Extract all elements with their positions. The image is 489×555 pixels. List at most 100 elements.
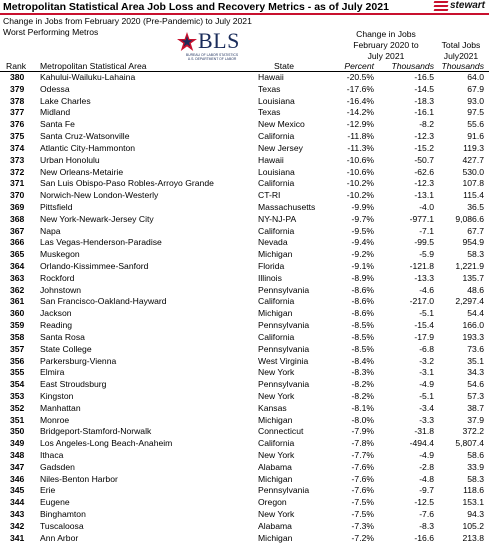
thousands-change-cell: -16.6	[414, 532, 434, 543]
metro-table: 380 Kahului-Wailuku-Lahaina Hawaii -20.5% -1…	[0, 72, 489, 545]
rank-cell: 353	[10, 390, 25, 401]
rank-cell: 371	[10, 178, 25, 189]
rank-cell: 348	[10, 450, 25, 460]
total-jobs-cell: 55.6	[467, 119, 484, 130]
thousands-change-cell: -31.8	[414, 426, 434, 437]
state-cell: New York	[258, 450, 295, 460]
state-cell: Michigan	[258, 473, 293, 484]
total-jobs-cell: 91.6	[467, 131, 484, 142]
table-row: 348 Ithaca New York -7.7% -4.9 58.6	[0, 450, 489, 462]
thousands-change-cell: -14.5	[414, 83, 434, 94]
percent-change-cell: -8.6%	[351, 284, 374, 295]
table-row: 363 Rockford Illinois -8.9% -13.3 135.7	[0, 273, 489, 285]
table-row: 377 Midland Texas -14.2% -16.1 97.5	[0, 107, 489, 119]
percent-change-cell: -10.6%	[346, 154, 374, 165]
thousands-change-cell: -5.9	[419, 249, 434, 260]
thousands-change-cell: -6.8	[419, 343, 434, 354]
metro-cell: Niles-Benton Harbor	[40, 473, 118, 484]
thousands-change-cell: -217.0	[409, 296, 434, 307]
total-jobs-cell: 93.0	[467, 95, 484, 106]
total-jobs-cell: 64.0	[467, 72, 484, 82]
thousands-change-cell: -12.3	[414, 131, 434, 142]
metro-cell: Reading	[40, 320, 73, 331]
total-jobs-cell: 67.9	[467, 83, 484, 94]
change-group-line-1: Change in Jobs	[356, 29, 416, 39]
report-subtitle: Change in Jobs from February 2020 (Pre-P…	[3, 16, 252, 26]
thousands-change-cell: -8.2	[419, 119, 434, 130]
rank-cell: 377	[10, 107, 25, 118]
rank-cell: 375	[10, 131, 25, 142]
percent-change-cell: -7.9%	[351, 426, 374, 437]
metro-cell: Los Angeles-Long Beach-Anaheim	[40, 438, 173, 449]
rank-cell: 342	[10, 520, 25, 531]
rank-cell: 376	[10, 119, 25, 130]
state-cell: Alabama	[258, 461, 292, 472]
col-header-rank: Rank	[6, 61, 27, 71]
metro-cell: Urban Honolulu	[40, 154, 100, 165]
metro-cell: Pittsfield	[40, 201, 73, 212]
thousands-change-cell: -3.3	[419, 414, 434, 425]
table-row: 371 San Luis Obispo-Paso Robles-Arroyo Gr…	[0, 178, 489, 190]
state-cell: Louisiana	[258, 166, 295, 177]
rank-cell: 378	[10, 95, 25, 106]
state-cell: Pennsylvania	[258, 284, 310, 295]
total-jobs-cell: 94.3	[467, 509, 484, 520]
percent-change-cell: -7.8%	[351, 438, 374, 449]
thousands-change-cell: -3.4	[419, 402, 434, 413]
state-cell: New Mexico	[258, 119, 305, 130]
table-row: 375 Santa Cruz-Watsonville California -11.8…	[0, 131, 489, 143]
thousands-change-cell: -13.3	[414, 272, 434, 283]
total-jobs-cell: 954.9	[462, 237, 484, 248]
change-group-line-2: February 2020 to	[353, 40, 419, 50]
total-jobs-cell: 427.7	[462, 154, 484, 165]
metro-cell: New York-Newark-Jersey City	[40, 213, 154, 224]
percent-change-cell: -8.0%	[351, 414, 374, 425]
thousands-change-cell: -13.1	[414, 190, 434, 201]
thousands-change-cell: -16.1	[414, 107, 434, 118]
thousands-change-cell: -5.1	[419, 390, 434, 401]
total-jobs-cell: 118.6	[463, 485, 484, 496]
total-jobs-cell: 38.7	[467, 402, 484, 413]
state-cell: CT-RI	[258, 190, 281, 201]
total-group-line-2: July2021	[443, 51, 479, 61]
thousands-change-cell: -3.1	[419, 367, 434, 378]
table-row: 353 Kingston New York -8.2% -5.1 57.3	[0, 391, 489, 403]
percent-change-cell: -7.7%	[351, 450, 374, 460]
percent-change-cell: -9.5%	[351, 225, 374, 236]
thousands-change-cell: -121.8	[409, 261, 434, 271]
total-jobs-cell: 48.6	[467, 284, 484, 295]
rank-cell: 370	[10, 190, 25, 201]
metro-cell: Orlando-Kissimmee-Sanford	[40, 261, 149, 271]
percent-change-cell: -8.4%	[351, 355, 374, 366]
rank-cell: 362	[10, 284, 25, 295]
table-row: 372 New Orleans-Metairie Louisiana -10.6% -6…	[0, 167, 489, 179]
bls-tagline-2: U.S. DEPARTMENT OF LABOR	[187, 57, 237, 61]
table-row: 359 Reading Pennsylvania -8.5% -15.4 166.0	[0, 320, 489, 332]
thousands-change-cell: -17.9	[414, 331, 434, 342]
thousands-change-cell: -494.4	[409, 438, 434, 449]
thousands-change-cell: -62.6	[414, 166, 434, 177]
percent-change-cell: -9.1%	[351, 261, 374, 271]
percent-change-cell: -11.8%	[347, 131, 374, 142]
rank-cell: 347	[10, 461, 25, 472]
state-cell: Texas	[258, 107, 281, 118]
table-row: 360 Jackson Michigan -8.6% -5.1 54.4	[0, 308, 489, 320]
metro-cell: Santa Fe	[40, 119, 75, 130]
rank-cell: 358	[10, 331, 25, 342]
thousands-change-cell: -15.4	[414, 320, 434, 331]
rank-cell: 350	[10, 426, 25, 437]
table-row: 373 Urban Honolulu Hawaii -10.6% -50.7 427.7	[0, 155, 489, 167]
total-jobs-cell: 34.3	[467, 367, 484, 378]
total-jobs-cell: 153.1	[462, 497, 484, 508]
col-header-total-thousands: Thousands	[441, 61, 484, 71]
metro-cell: State College	[40, 343, 92, 354]
rank-cell: 343	[10, 509, 25, 520]
metro-cell: San Luis Obispo-Paso Robles-Arroyo Grand…	[40, 178, 214, 189]
rank-cell: 363	[10, 272, 25, 283]
total-jobs-cell: 2,297.4	[455, 296, 484, 307]
percent-change-cell: -9.9%	[351, 201, 374, 212]
percent-change-cell: -8.6%	[351, 296, 374, 307]
metro-cell: Gadsden	[40, 461, 75, 472]
metro-cell: Atlantic City-Hammonton	[40, 142, 136, 153]
thousands-change-cell: -8.3	[419, 520, 434, 531]
